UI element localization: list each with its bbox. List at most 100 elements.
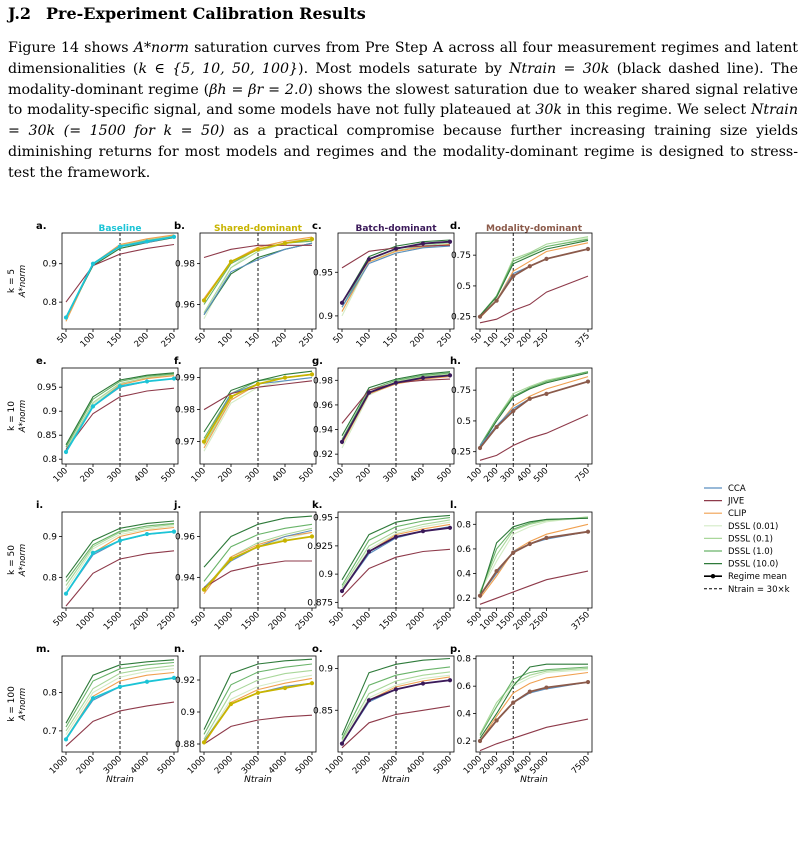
regime-mean-point <box>477 593 483 598</box>
x-axis-label: Ntrain <box>244 775 272 785</box>
series-line-clip <box>479 523 589 599</box>
y-tick-label: 0.99 <box>175 374 195 384</box>
x-tick-label: 4000 <box>267 754 289 776</box>
regime-mean-point <box>309 237 315 242</box>
regime-mean-point <box>420 529 426 534</box>
y-tick-label: 0.95 <box>313 514 333 524</box>
y-tick-label: 0.25 <box>451 448 471 458</box>
y-tick-label: 0.9 <box>319 570 334 580</box>
y-tick-label: 0.9 <box>43 260 58 270</box>
regime-mean-point <box>393 246 399 251</box>
y-tick-label: 0.92 <box>313 450 333 460</box>
regime-mean-point <box>228 556 234 562</box>
series-line-dssl-10-0- <box>479 517 589 596</box>
regime-mean-point <box>63 315 69 320</box>
regime-mean-point <box>171 234 177 239</box>
regime-mean-point <box>477 314 483 319</box>
series-line-clip <box>479 671 589 742</box>
x-tick-label: 1000 <box>351 610 373 632</box>
section-number: J.2 <box>8 4 32 23</box>
y-tick-label: 0.85 <box>313 706 333 716</box>
legend-marker <box>710 574 716 579</box>
regime-mean-point <box>366 390 372 395</box>
series-line-dssl-10-0- <box>341 514 451 581</box>
para-text: (black dashed line). The modality-domina… <box>8 60 798 98</box>
regime-mean-line <box>479 380 589 449</box>
series-line-dssl-0-1- <box>479 667 589 735</box>
regime-mean-line <box>479 530 589 597</box>
regime-mean-point <box>393 687 399 692</box>
series-line-dssl-1-0- <box>479 666 589 736</box>
x-tick-label: 500 <box>436 466 455 485</box>
x-tick-label: 4000 <box>405 754 427 776</box>
x-tick-label: 400 <box>271 466 290 485</box>
x-tick-label: 400 <box>409 466 428 485</box>
x-axis-label: Ntrain <box>382 775 410 785</box>
regime-mean-point <box>171 675 177 680</box>
regime-mean-point <box>228 259 234 264</box>
regime-mean-point <box>420 375 426 380</box>
series-line-dssl-1-0- <box>65 522 175 582</box>
x-tick-label: 4000 <box>129 754 151 776</box>
panel-letter: d. <box>450 221 461 232</box>
x-tick-label: 5000 <box>528 754 550 776</box>
series-line-dssl-0-1- <box>203 669 313 740</box>
row-label: k = 100 <box>7 686 17 722</box>
y-tick-label: 0.98 <box>313 376 333 386</box>
regime-mean-point <box>494 718 499 723</box>
y-tick-label: 0.8 <box>43 455 58 465</box>
legend-entry: Ntrain = 30×k <box>728 585 790 595</box>
x-tick-label: 200 <box>217 466 236 485</box>
x-tick-label: 3000 <box>240 754 262 776</box>
x-tick-label: 2500 <box>528 610 550 632</box>
series-line-jive <box>203 714 313 745</box>
series-line-dssl-0-1- <box>341 519 451 588</box>
series-line-dssl-10-0- <box>65 372 175 446</box>
panel-letter: e. <box>36 356 47 367</box>
x-tick-label: 1000 <box>75 610 97 632</box>
panel-frame <box>475 655 593 753</box>
y-axis-label: A*norm <box>18 400 28 433</box>
x-tick-label: 2000 <box>213 754 235 776</box>
series-line-cca <box>479 531 589 597</box>
panel-j: j. 0.94 0.96 500 1000 1500 2000 2500 <box>173 500 317 632</box>
panel-letter: h. <box>450 356 461 367</box>
x-tick-label: 2000 <box>75 754 97 776</box>
body-paragraph: Figure 14 shows A*norm saturation curves… <box>8 38 798 184</box>
x-tick-label: 100 <box>466 466 485 485</box>
legend: CCA JIVE CLIP DSSL (0.01) DSSL (0.1) DSSL (1.… <box>704 484 790 595</box>
x-tick-label: 5000 <box>432 754 454 776</box>
calibration-figure: Baseline Shared-dominant Batch-dominant Mod… <box>7 221 790 785</box>
series-line-dssl-10-0- <box>203 370 313 433</box>
series-line-jive <box>341 705 451 749</box>
x-tick-label: 5000 <box>156 754 178 776</box>
x-tick-label: 500 <box>52 610 71 629</box>
y-axis-label: A*norm <box>18 544 28 577</box>
panel-letter: m. <box>36 644 50 655</box>
x-tick-label: 50 <box>55 331 70 346</box>
panel-b: b. 0.96 0.98 50 100 150 200 250 <box>174 221 317 350</box>
x-tick-label: 100 <box>328 466 347 485</box>
y-tick-label: 0.75 <box>451 386 471 396</box>
series-line-jive <box>203 560 312 589</box>
x-tick-label: 150 <box>244 331 263 350</box>
y-axis-label: A*norm <box>18 265 28 298</box>
x-tick-label: 100 <box>355 331 374 350</box>
panel-letter: o. <box>312 644 323 655</box>
series-line-jive <box>341 548 451 598</box>
series-line-jive <box>65 243 175 303</box>
y-tick-label: 0.95 <box>313 268 333 278</box>
panel-k: k. 0.875 0.9 0.925 0.95 500 1000 1500 2000 2500 <box>307 500 455 632</box>
x-axis-label: Ntrain <box>520 775 548 785</box>
math-beta: βh = βr = 2.0 <box>209 81 308 98</box>
para-text: ) shows the slowest saturation due to we… <box>8 81 799 119</box>
x-axis-label: Ntrain <box>106 775 134 785</box>
row-label: k = 10 <box>7 401 17 431</box>
regime-mean-point <box>393 380 399 385</box>
y-tick-label: 0.9 <box>319 312 334 322</box>
regime-mean-point <box>544 685 549 690</box>
regime-mean-point <box>117 684 123 689</box>
series-line-dssl-1-0- <box>479 371 589 446</box>
x-tick-label: 3000 <box>102 754 124 776</box>
